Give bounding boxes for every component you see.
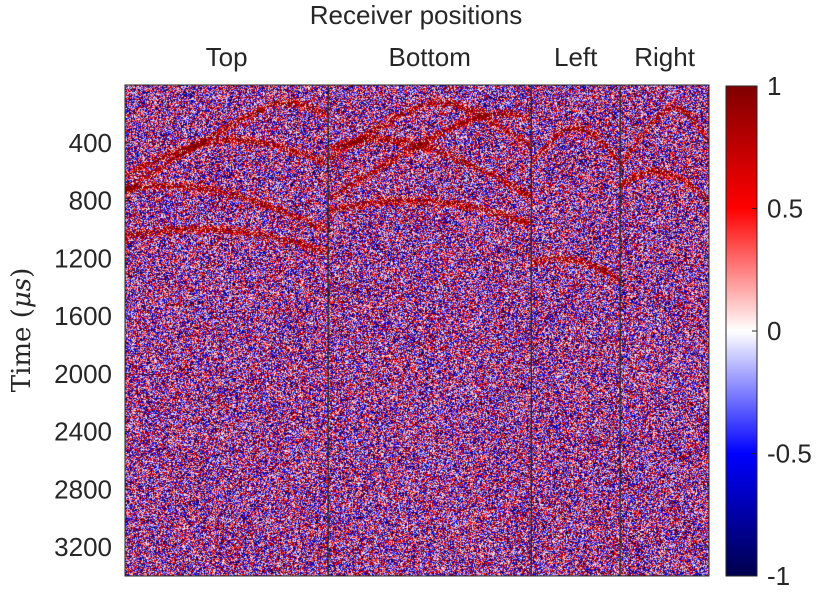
colorbar-ticks: 1 0.5 0 -0.5 -1	[752, 71, 812, 591]
section-label-right: Right	[634, 42, 695, 72]
y-tick-label: 1600	[54, 301, 112, 331]
section-label-left: Left	[554, 42, 598, 72]
colorbar	[725, 85, 758, 577]
section-label-bottom: Bottom	[389, 42, 471, 72]
y-tick-label: 400	[69, 128, 112, 158]
section-label-top: Top	[206, 42, 248, 72]
y-tick-label: 2000	[54, 359, 112, 389]
section-dividers	[327, 85, 621, 576]
colorbar-tick-label: -0.5	[767, 439, 812, 469]
y-tick-label: 2800	[54, 474, 112, 504]
chart-title: Receiver positions	[310, 0, 522, 30]
colorbar-tick-label: 1	[767, 71, 781, 101]
heatmap-image	[125, 85, 709, 576]
y-tick-label: 800	[69, 186, 112, 216]
colorbar-tick-label: 0	[767, 316, 781, 346]
colorbar-tick-label: 0.5	[767, 194, 803, 224]
y-axis-label: Time (μs)	[7, 268, 37, 393]
y-tick-label: 3200	[54, 532, 112, 562]
plot-frame	[124, 84, 710, 577]
y-tick-label: 1200	[54, 243, 112, 273]
section-labels: Top Bottom Left Right	[206, 42, 696, 72]
y-axis-ticks: 400 800 1200 1600 2000 2400 2800 3200	[54, 128, 709, 562]
colorbar-tick-label: -1	[767, 561, 790, 591]
y-tick-label: 2400	[54, 417, 112, 447]
